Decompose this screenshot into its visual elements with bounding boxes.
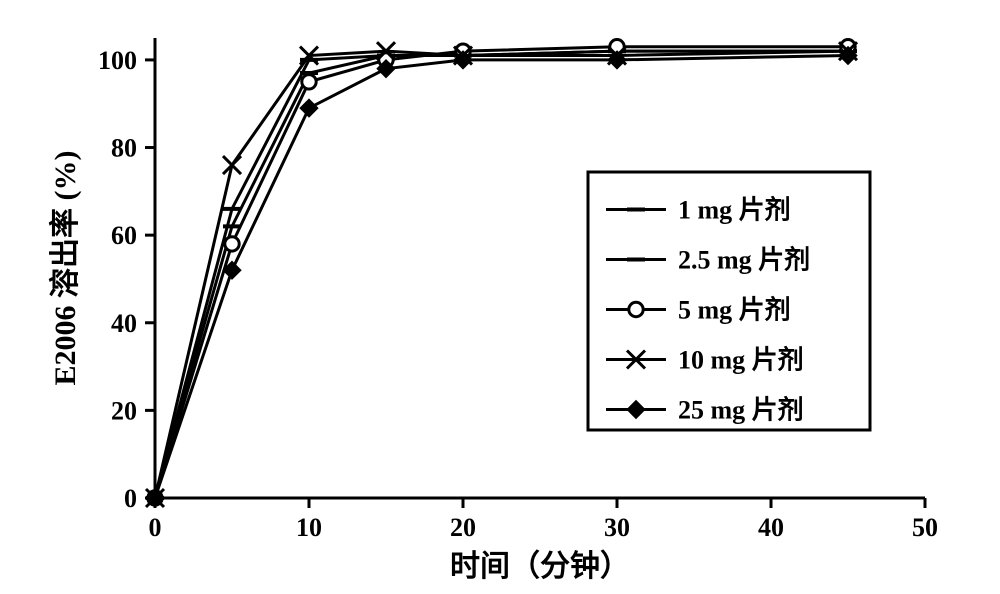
legend: 1 mg 片剂 2.5 mg 片剂 5 mg 片剂 10 mg 片剂 25 mg 片剂 (588, 172, 870, 430)
legend-item-label: 25 mg 片剂 (678, 396, 804, 425)
y-tick-label: 40 (111, 309, 137, 338)
x-tick-label: 0 (149, 513, 162, 542)
x-tick-label: 30 (604, 513, 630, 542)
x-tick-label: 50 (912, 513, 938, 542)
x-tick-label: 10 (296, 513, 322, 542)
x-axis-label: 时间（分钟） (450, 549, 630, 583)
chart-svg: 0 10 20 30 40 50 0 20 40 60 80 100 时间（分钟） E2006 溶出率 (… (0, 0, 1000, 594)
dissolution-chart: 0 10 20 30 40 50 0 20 40 60 80 100 时间（分钟） E2006 溶出率 (… (0, 0, 1000, 594)
legend-item-label: 10 mg 片剂 (678, 346, 804, 375)
x-tick-label: 40 (758, 513, 784, 542)
legend-item-label: 2.5 mg 片剂 (678, 246, 810, 275)
y-axis-label: E2006 溶出率 (%) (48, 151, 82, 386)
y-tick-label: 60 (111, 221, 137, 250)
y-tick-label: 0 (124, 484, 137, 513)
y-tick-label: 80 (111, 134, 137, 163)
legend-item-label: 1 mg 片剂 (678, 196, 791, 225)
legend-item-label: 5 mg 片剂 (678, 296, 791, 325)
x-tick-label: 20 (450, 513, 476, 542)
y-tick-label: 20 (111, 396, 137, 425)
y-tick-label: 100 (98, 46, 137, 75)
